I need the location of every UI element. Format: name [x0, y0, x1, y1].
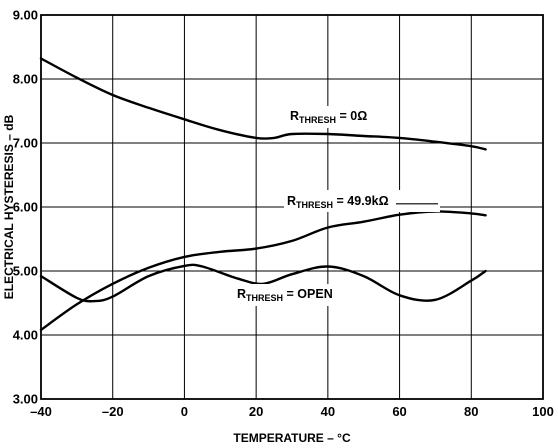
y-tick-labels: 3.00 4.00 5.00 6.00 7.00 8.00 9.00 — [13, 8, 38, 407]
x-tick-label: 40 — [321, 404, 335, 419]
series-label-1: RTHRESH = 0Ω — [290, 109, 367, 125]
x-tick-labels: –40 –20 0 20 40 60 80 100 — [30, 404, 554, 419]
x-tick-label: 0 — [181, 404, 188, 419]
series-labels: RTHRESH = 0Ω RTHRESH = 49.9kΩ RTHRESH = … — [234, 106, 440, 306]
series-label-bg-2 — [284, 190, 440, 212]
x-tick-label: –40 — [30, 404, 52, 419]
y-tick-label: 6.00 — [13, 200, 38, 215]
x-axis-title: TEMPERATURE – °C — [233, 431, 351, 445]
plot-frame — [40, 14, 544, 400]
series-label-bg-1 — [286, 106, 386, 128]
x-tick-label: 100 — [532, 404, 554, 419]
y-tick-label: 7.00 — [13, 136, 38, 151]
series-line-3 — [39, 263, 487, 303]
series-line-1 — [39, 57, 487, 151]
x-tick-label: 60 — [392, 404, 406, 419]
series-label-2: RTHRESH = 49.9kΩ — [287, 194, 389, 210]
x-tick-label: 20 — [249, 404, 263, 419]
y-tick-label: 9.00 — [13, 8, 38, 23]
x-tick-label: –20 — [102, 404, 124, 419]
y-tick-label: 8.00 — [13, 72, 38, 87]
y-tick-label: 4.00 — [13, 328, 38, 343]
series-label-3: RTHRESH = OPEN — [237, 287, 333, 303]
y-tick-label: 3.00 — [13, 392, 38, 407]
x-tick-label: 80 — [464, 404, 478, 419]
series-label-bg-3 — [234, 284, 370, 306]
y-axis-title: ELECTRICAL HYSTERESIS – dB — [2, 114, 16, 299]
y-tick-label: 5.00 — [13, 264, 38, 279]
